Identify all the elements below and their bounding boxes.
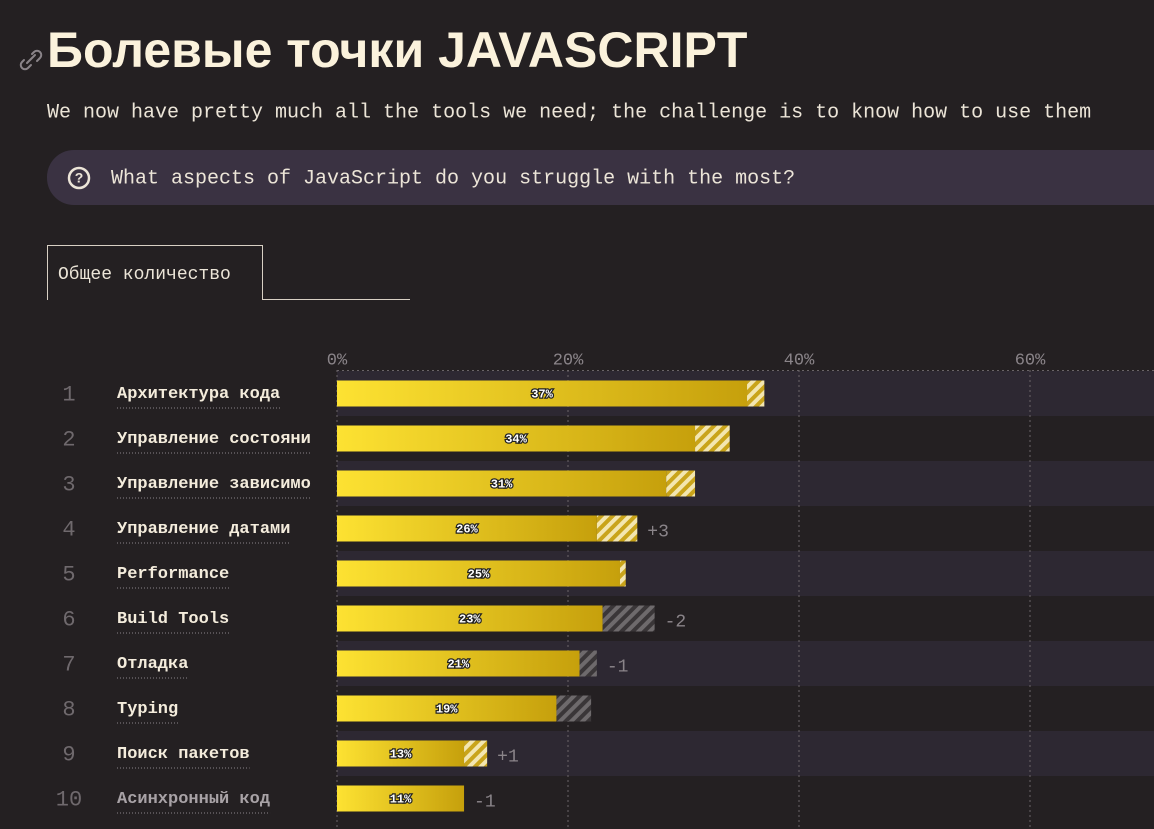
category[interactable]: Отладка [117,655,189,679]
category[interactable]: Асинхронный код [117,790,271,814]
question-box [47,150,1154,205]
category-label: Управление зависимо [117,475,311,494]
x-tick-label: 60% [1015,351,1046,370]
rank: 3 [62,472,75,497]
bar-increase [695,425,730,452]
x-tick-label: 0% [327,351,348,370]
category-label: Build Tools [117,610,229,629]
bar-increase [666,470,696,497]
rank: 1 [62,382,75,407]
bar-decrease [579,650,597,677]
category-label: Typing [117,700,178,719]
category[interactable]: Архитектура кода [117,385,281,409]
bar [337,605,603,632]
bar-increase [619,560,626,587]
rank: 5 [62,562,75,587]
bar-decrease [602,605,655,632]
link-icon[interactable] [19,49,43,71]
category-label: Архитектура кода [117,385,280,404]
category[interactable]: Управление состояни [117,430,311,454]
category[interactable]: Typing [117,700,179,724]
rank: 2 [62,427,75,452]
bar-increase [747,380,765,407]
bar [337,695,557,722]
bar-decrease [556,695,592,722]
tab[interactable]: Общее количество [58,264,231,285]
category[interactable]: Управление зависимо [117,475,311,499]
page-title: Болевые точки JAVASCRIPT [47,22,747,78]
value-label: 23% [459,613,481,627]
bar [337,740,465,767]
bar-increase [596,515,638,542]
category[interactable]: Performance [117,565,230,589]
category-label: Поиск пакетов [117,745,250,764]
value-label: 25% [468,568,490,582]
value-label: 11% [390,793,412,807]
x-tick-label: 40% [784,351,815,370]
value-label: 31% [491,478,513,492]
category-label: Управление состояни [117,430,311,449]
rank-change: +3 [647,522,669,542]
category[interactable]: Build Tools [117,610,230,634]
category-label: Отладка [117,655,188,674]
bar [337,560,620,587]
svg-text:?: ? [75,170,84,186]
bar [337,380,748,407]
rank: 6 [62,607,75,632]
question: What aspects of JavaScript do you strugg… [111,167,795,190]
rows [337,371,1154,776]
bars: 37% 34% 31% 26% 25% 23% 21% 19% 13% 11% [337,380,765,812]
bar [337,425,696,452]
rank-change: +1 [497,747,519,767]
help-icon: ? [67,166,91,190]
category-label: Асинхронный код [117,790,270,809]
value-label: 37% [531,388,553,402]
bar [337,515,597,542]
rank-change: -1 [607,657,629,677]
x-tick-label: 20% [553,351,584,370]
rank: 8 [62,697,75,722]
bar [337,650,580,677]
value-label: 34% [505,433,527,447]
value-label: 26% [456,523,478,537]
rank: 10 [56,787,82,812]
subtitle: We now have pretty much all the tools we… [47,101,1091,124]
tab-border [47,245,263,300]
category-label: Performance [117,565,229,584]
bar [337,470,667,497]
category-label: Управление датами [117,520,290,539]
value-label: 13% [390,748,412,762]
value-label: 19% [436,703,458,717]
category[interactable]: Управление датами [117,520,291,544]
rank-change: -2 [665,612,687,632]
rank: 4 [62,517,75,542]
bar-increase [464,740,488,767]
rank-change: -1 [474,792,496,812]
value-label: 21% [447,658,469,672]
bar [337,785,465,812]
category[interactable]: Поиск пакетов [117,745,250,769]
rank: 7 [62,652,75,677]
rank: 9 [62,742,75,767]
